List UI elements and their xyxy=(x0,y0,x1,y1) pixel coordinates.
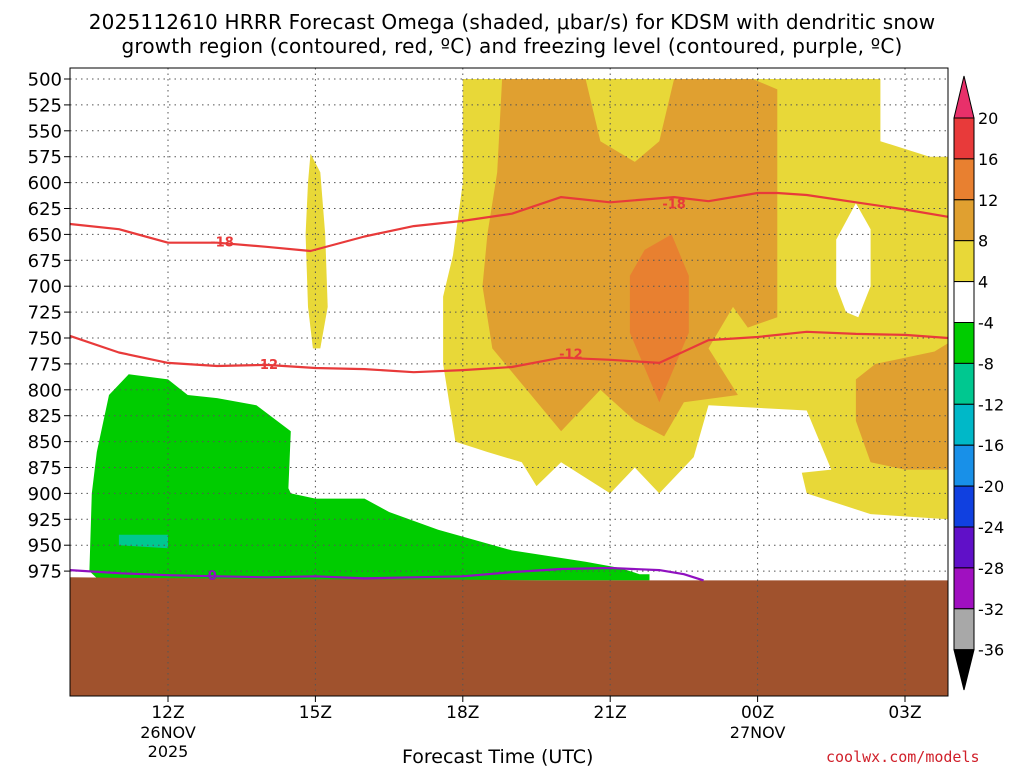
contour-label-red-18-0: -18 xyxy=(210,236,234,251)
y-tick-label-800: 800 xyxy=(28,380,62,401)
colorbar-bottom-arrow xyxy=(953,649,975,691)
axes-layer: 500 525 550 575 600 625 650 675 700 725 750 775 800 8… xyxy=(28,67,949,761)
contour-label-purple-0-0: 0 xyxy=(208,569,217,584)
contour-label-red-18-1: -18 xyxy=(662,197,686,212)
x-tick-year-12Z: 2025 xyxy=(148,742,189,761)
shaded-region-omega-8-12-2 xyxy=(482,79,778,437)
colorbar-label-12: -32 xyxy=(978,600,1004,619)
colorbar-label-4: 4 xyxy=(978,273,988,292)
y-tick-label-700: 700 xyxy=(28,277,62,298)
x-tick-label-21Z: 21Z xyxy=(594,703,627,723)
colorbar-label-11: -28 xyxy=(978,559,1004,578)
colorbar-label-13: -36 xyxy=(978,641,1004,660)
x-tick-label-03Z: 03Z xyxy=(888,703,921,723)
colorbar-label-1: 16 xyxy=(978,150,998,169)
colorbar-label-3: 8 xyxy=(978,232,988,251)
colorbar-bin-1 xyxy=(953,117,975,160)
colorbar-bin-5 xyxy=(953,281,975,324)
contour-layer: -18 -18 -12 -12 0 xyxy=(69,191,949,584)
contour-line-red-18 xyxy=(69,191,949,253)
colorbar-bin-3 xyxy=(953,199,975,242)
chart-title-line-1: 2025112610 HRRR Forecast Omega (shaded, … xyxy=(88,10,936,34)
x-axis-label: Forecast Time (UTC) xyxy=(402,746,594,768)
shaded-region-omega-8-12-3 xyxy=(855,343,948,470)
colorbar-bin-10 xyxy=(953,485,975,528)
colorbar-bin-7 xyxy=(953,362,975,405)
colorbar-label-5: -4 xyxy=(978,314,994,333)
y-tick-label-525: 525 xyxy=(28,95,62,116)
y-tick-label-600: 600 xyxy=(28,173,62,194)
x-tick-label-15Z: 15Z xyxy=(299,703,332,723)
x-tick-label-18Z: 18Z xyxy=(446,703,479,723)
colorbar-label-7: -12 xyxy=(978,395,1004,414)
y-tick-label-625: 625 xyxy=(28,199,62,220)
colorbar-bin-11 xyxy=(953,526,975,569)
terrain-layer xyxy=(70,577,948,696)
colorbar-label-10: -24 xyxy=(978,518,1004,537)
shaded-region-omega-12-16-4 xyxy=(629,234,689,403)
y-tick-label-750: 750 xyxy=(28,329,62,350)
colorbar-bin-12 xyxy=(953,567,975,610)
contour-line-red-12 xyxy=(69,330,949,374)
grid-layer xyxy=(70,68,948,696)
shaded-region-omega-4-to-4-hole-5 xyxy=(836,203,871,318)
colorbar-top-arrow xyxy=(953,75,975,119)
y-tick-label-675: 675 xyxy=(28,251,62,272)
x-tick-label-12Z: 12Z xyxy=(151,703,184,723)
y-tick-label-950: 950 xyxy=(28,536,62,557)
credit-link[interactable]: coolwx.com/models xyxy=(826,748,980,766)
colorbar-label-9: -20 xyxy=(978,477,1004,496)
y-tick-label-500: 500 xyxy=(28,70,62,91)
colorbar-bin-2 xyxy=(953,158,975,201)
y-tick-label-875: 875 xyxy=(28,458,62,479)
plot-frame xyxy=(69,67,949,697)
y-tick-label-725: 725 xyxy=(28,303,62,324)
colorbar: 20 16 12 8 4 -4 -8 -12 -16 -20 -24 -28 -32 -36 xyxy=(953,75,1004,691)
shaded-region-omega-8-to-4-6 xyxy=(89,374,650,581)
y-tick-label-550: 550 xyxy=(28,121,62,142)
shaded-region-omega-4-8-1 xyxy=(305,153,328,349)
y-tick-label-975: 975 xyxy=(28,562,62,583)
colorbar-label-2: 12 xyxy=(978,191,998,210)
y-tick-label-825: 825 xyxy=(28,406,62,427)
contour-label-red-12-1: -12 xyxy=(559,348,583,363)
contour-label-red-12-0: -12 xyxy=(255,358,279,373)
colorbar-bin-4 xyxy=(953,240,975,283)
y-tick-label-900: 900 xyxy=(28,484,62,505)
y-tick-label-575: 575 xyxy=(28,147,62,168)
x-tick-date-00Z: 27NOV xyxy=(730,723,786,742)
contour-line-purple-0 xyxy=(69,566,704,582)
y-tick-label-850: 850 xyxy=(28,432,62,453)
colorbar-label-8: -16 xyxy=(978,436,1004,455)
x-tick-label-00Z: 00Z xyxy=(741,703,774,723)
y-tick-label-775: 775 xyxy=(28,354,62,375)
colorbar-label-6: -8 xyxy=(978,354,994,373)
omega-shading-layer xyxy=(89,79,948,581)
y-tick-label-650: 650 xyxy=(28,225,62,246)
colorbar-bin-9 xyxy=(953,444,975,487)
colorbar-bin-13 xyxy=(953,608,975,651)
colorbar-label-0: 20 xyxy=(978,109,998,128)
terrain-surface xyxy=(70,577,948,696)
x-tick-date-12Z: 26NOV xyxy=(140,723,196,742)
y-tick-label-925: 925 xyxy=(28,510,62,531)
chart-title-line-2: growth region (contoured, red, ºC) and f… xyxy=(121,34,903,58)
colorbar-bin-6 xyxy=(953,322,975,364)
colorbar-bin-8 xyxy=(953,403,975,446)
